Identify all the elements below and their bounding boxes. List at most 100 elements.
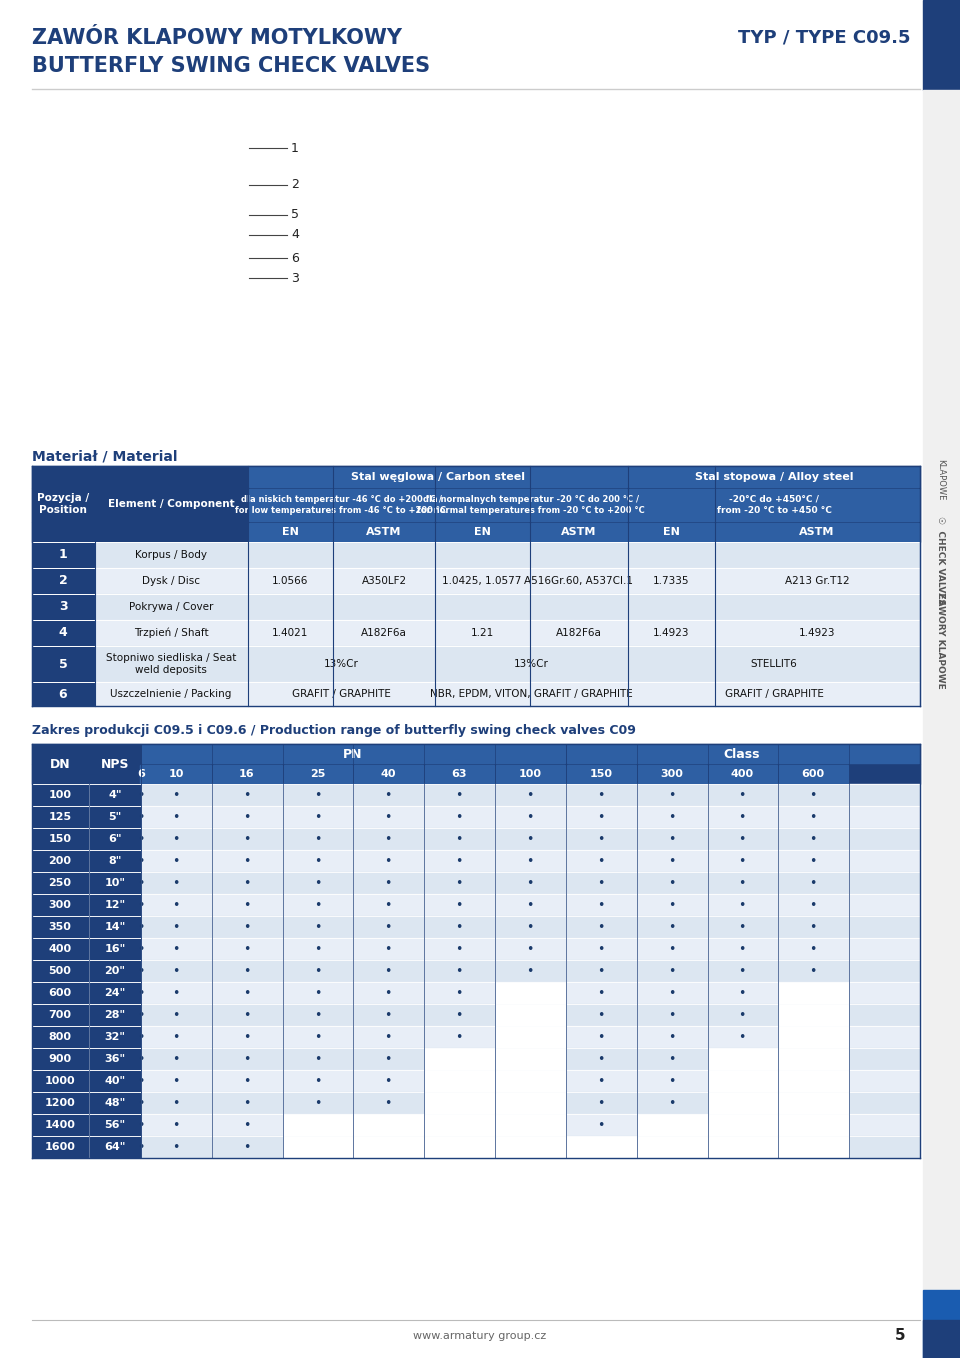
Bar xyxy=(90,1005,140,1025)
Bar xyxy=(33,543,94,568)
Text: ZAWORY KLAPOWE: ZAWORY KLAPOWE xyxy=(937,592,946,689)
Bar xyxy=(780,1071,849,1090)
Bar xyxy=(90,746,140,784)
Text: •: • xyxy=(597,1052,605,1066)
Text: Dysk / Disc: Dysk / Disc xyxy=(142,576,200,587)
Text: 1000: 1000 xyxy=(45,1076,75,1086)
Bar xyxy=(90,785,140,805)
Bar xyxy=(90,807,140,827)
Text: STELLIT6: STELLIT6 xyxy=(751,659,798,669)
Bar xyxy=(142,746,564,763)
Text: •: • xyxy=(809,832,817,846)
Bar xyxy=(33,1137,88,1157)
Bar xyxy=(90,961,140,980)
Bar xyxy=(90,895,140,915)
Text: -20°C do +450°C /
from -20 °C to +450 °C: -20°C do +450°C / from -20 °C to +450 °C xyxy=(716,494,831,515)
Text: 300: 300 xyxy=(660,769,684,779)
Text: •: • xyxy=(597,1031,605,1043)
Bar xyxy=(283,1115,352,1135)
Text: •: • xyxy=(243,876,251,889)
Bar xyxy=(33,895,88,915)
Text: •: • xyxy=(455,854,463,868)
Text: •: • xyxy=(172,1031,180,1043)
Text: •: • xyxy=(137,876,145,889)
Text: •: • xyxy=(809,876,817,889)
Text: •: • xyxy=(668,1052,676,1066)
Text: 1.0425, 1.0577: 1.0425, 1.0577 xyxy=(443,576,521,587)
Bar xyxy=(32,1070,920,1092)
Bar xyxy=(32,1114,920,1137)
Bar xyxy=(283,765,352,784)
Text: •: • xyxy=(455,899,463,911)
Bar xyxy=(923,1290,960,1358)
Bar xyxy=(716,523,919,540)
Bar xyxy=(32,765,920,784)
Text: •: • xyxy=(526,942,534,956)
Text: •: • xyxy=(137,1031,145,1043)
Text: 40: 40 xyxy=(380,769,396,779)
Text: 3: 3 xyxy=(59,600,67,614)
Text: ☉  CHECK VALVES: ☉ CHECK VALVES xyxy=(937,516,946,604)
Bar xyxy=(33,746,88,784)
Text: •: • xyxy=(668,942,676,956)
Text: •: • xyxy=(668,899,676,911)
Text: •: • xyxy=(384,876,392,889)
Bar xyxy=(90,873,140,894)
Text: 4": 4" xyxy=(108,790,122,800)
Bar xyxy=(496,1071,564,1090)
Text: •: • xyxy=(668,1031,676,1043)
Text: •: • xyxy=(809,964,817,978)
Text: 150: 150 xyxy=(49,834,71,845)
Text: •: • xyxy=(738,854,746,868)
Text: •: • xyxy=(668,1009,676,1021)
Text: •: • xyxy=(314,1074,322,1088)
Text: GRAFIT / GRAPHITE: GRAFIT / GRAPHITE xyxy=(725,689,824,699)
Text: EN: EN xyxy=(281,527,299,536)
Text: •: • xyxy=(809,921,817,933)
Bar xyxy=(629,467,919,488)
Text: A350LF2: A350LF2 xyxy=(361,576,407,587)
Text: •: • xyxy=(172,1119,180,1131)
Text: NBR, EPDM, VITON, GRAFIT / GRAPHITE: NBR, EPDM, VITON, GRAFIT / GRAPHITE xyxy=(430,689,633,699)
Text: 350: 350 xyxy=(49,922,71,932)
Text: www.armatury group.cz: www.armatury group.cz xyxy=(414,1331,546,1340)
Text: •: • xyxy=(526,964,534,978)
Text: •: • xyxy=(384,1074,392,1088)
Text: •: • xyxy=(384,1052,392,1066)
Text: •: • xyxy=(597,942,605,956)
Text: •: • xyxy=(809,789,817,801)
Text: Pokrywa / Cover: Pokrywa / Cover xyxy=(129,602,213,612)
Bar xyxy=(33,569,94,593)
Text: •: • xyxy=(738,876,746,889)
Text: •: • xyxy=(597,964,605,978)
Text: 10: 10 xyxy=(168,769,183,779)
Text: •: • xyxy=(172,921,180,933)
Text: •: • xyxy=(526,789,534,801)
Bar xyxy=(32,1048,920,1070)
Text: •: • xyxy=(668,811,676,823)
Text: Materiał / Material: Materiał / Material xyxy=(32,449,178,464)
Text: •: • xyxy=(172,964,180,978)
Bar xyxy=(90,1137,140,1157)
Bar xyxy=(32,1137,920,1158)
Text: •: • xyxy=(137,942,145,956)
Text: •: • xyxy=(137,1074,145,1088)
Bar xyxy=(496,1027,564,1047)
Text: •: • xyxy=(172,1052,180,1066)
Bar xyxy=(567,746,919,763)
Text: •: • xyxy=(172,832,180,846)
Bar xyxy=(32,917,920,938)
Bar xyxy=(90,1071,140,1090)
Bar xyxy=(33,1048,88,1069)
Bar xyxy=(637,765,707,784)
Text: •: • xyxy=(597,789,605,801)
Bar xyxy=(90,1027,140,1047)
Text: •: • xyxy=(384,811,392,823)
Text: 600: 600 xyxy=(802,769,825,779)
Text: •: • xyxy=(384,832,392,846)
Text: •: • xyxy=(243,899,251,911)
Text: 56": 56" xyxy=(105,1120,126,1130)
Bar xyxy=(140,765,142,784)
Bar xyxy=(334,523,434,540)
Text: •: • xyxy=(597,811,605,823)
